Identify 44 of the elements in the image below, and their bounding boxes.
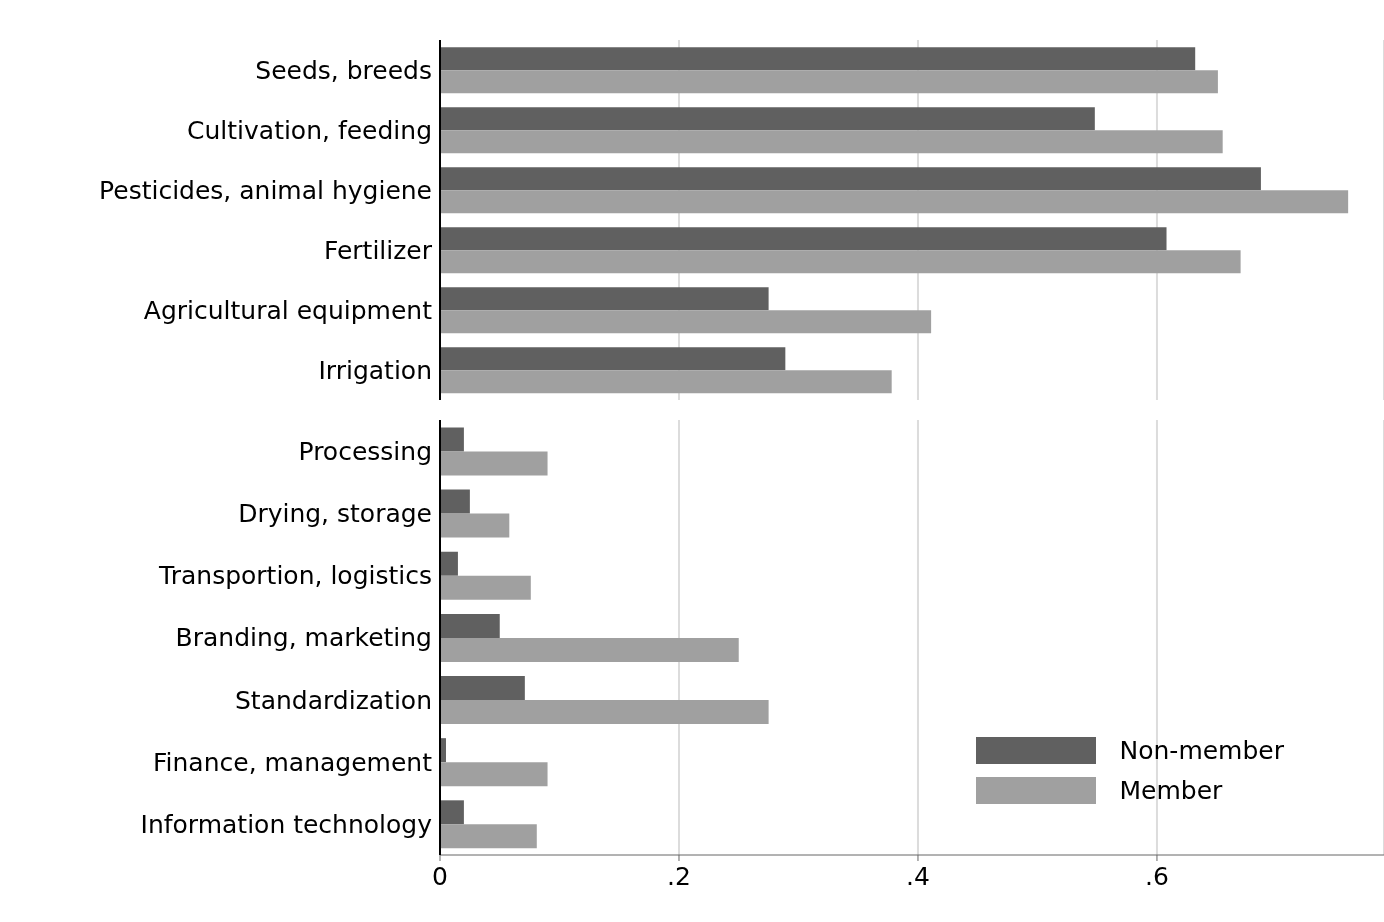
bar — [440, 824, 537, 849]
bar — [440, 489, 470, 514]
bar — [440, 700, 769, 725]
y-tick-label: Transportion, logistics — [158, 561, 432, 591]
bar — [440, 107, 1095, 131]
bar — [440, 70, 1218, 94]
bar — [440, 227, 1167, 251]
y-tick-label: Agricultural equipment — [143, 295, 433, 325]
bar — [440, 613, 500, 638]
bar — [440, 513, 510, 538]
y-tick-label: Fertilizer — [323, 235, 433, 265]
legend-label: Non-member — [1119, 735, 1284, 765]
x-tick-label: .2 — [667, 862, 691, 891]
bar — [440, 130, 1223, 154]
bar — [440, 551, 458, 576]
y-tick-label: Cultivation, feeding — [187, 115, 432, 145]
y-tick-label: Standardization — [234, 685, 432, 715]
y-tick-label: Information technology — [140, 809, 433, 839]
y-tick-label: Seeds, breeds — [255, 55, 432, 85]
y-tick-label: Finance, management — [152, 747, 433, 777]
bar — [440, 800, 464, 825]
bar — [440, 676, 525, 701]
y-tick-label: Processing — [298, 436, 432, 466]
bar — [440, 250, 1241, 274]
y-tick-label: Pesticides, animal hygiene — [99, 175, 432, 205]
bar — [440, 310, 932, 334]
x-tick-label: .6 — [1145, 862, 1169, 891]
y-tick-label: Irrigation — [318, 355, 432, 385]
bar — [440, 762, 548, 787]
bar — [440, 427, 464, 452]
x-tick-label: 0 — [432, 862, 448, 891]
bar — [440, 370, 892, 394]
bar — [440, 347, 786, 371]
legend-label: Member — [1119, 775, 1223, 805]
bar — [440, 190, 1349, 214]
bar — [440, 47, 1196, 71]
x-tick-label: .4 — [906, 862, 930, 891]
bar — [440, 287, 769, 311]
bar — [440, 637, 739, 662]
y-tick-label: Branding, marketing — [175, 623, 432, 653]
bar — [440, 167, 1261, 191]
y-tick-label: Drying, storage — [238, 499, 432, 529]
bar — [440, 451, 548, 476]
bar — [440, 575, 531, 600]
